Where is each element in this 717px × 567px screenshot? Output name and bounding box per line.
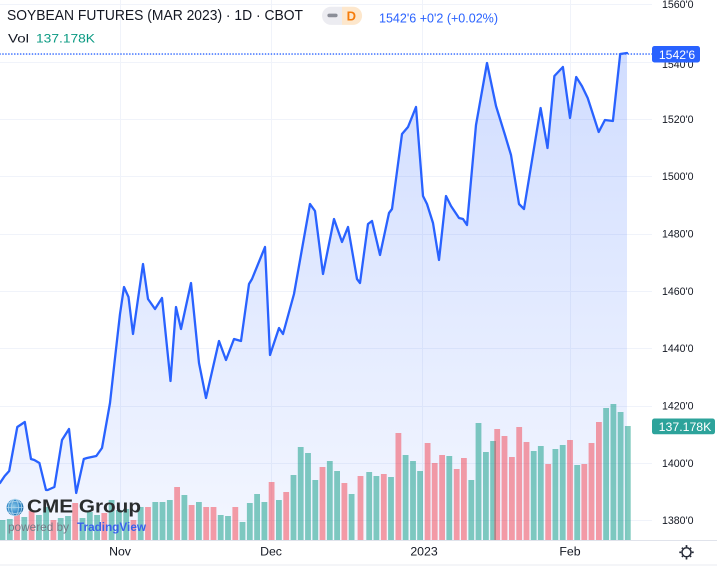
svg-text:1542'6 +0'2 (+0.02%): 1542'6 +0'2 (+0.02%) bbox=[379, 10, 498, 25]
svg-text:Vol: Vol bbox=[8, 32, 29, 46]
svg-text:powered by: powered by bbox=[8, 520, 69, 534]
svg-text:1542'6: 1542'6 bbox=[659, 48, 695, 62]
svg-text:1380'0: 1380'0 bbox=[662, 515, 694, 527]
svg-text:137.178K: 137.178K bbox=[659, 420, 712, 434]
svg-text:2023: 2023 bbox=[410, 545, 438, 559]
svg-text:Nov: Nov bbox=[109, 545, 132, 559]
svg-text:TradingView: TradingView bbox=[77, 520, 146, 534]
svg-text:1440'0: 1440'0 bbox=[662, 343, 694, 355]
svg-text:137.178K: 137.178K bbox=[36, 32, 95, 46]
svg-text:1460'0: 1460'0 bbox=[662, 286, 694, 298]
svg-text:SOYBEAN FUTURES (MAR 2023) · 1: SOYBEAN FUTURES (MAR 2023) · 1D · CBOT bbox=[7, 8, 303, 24]
svg-text:1400'0: 1400'0 bbox=[662, 458, 694, 470]
svg-text:1500'0: 1500'0 bbox=[662, 171, 694, 183]
svg-text:1420'0: 1420'0 bbox=[662, 401, 694, 413]
svg-text:CME Group: CME Group bbox=[27, 497, 141, 517]
svg-text:Feb: Feb bbox=[559, 545, 580, 559]
svg-text:Dec: Dec bbox=[260, 545, 282, 559]
svg-text:D: D bbox=[347, 9, 356, 24]
svg-text:1520'0: 1520'0 bbox=[662, 114, 694, 126]
svg-text:1480'0: 1480'0 bbox=[662, 229, 694, 241]
svg-text:1560'0: 1560'0 bbox=[662, 0, 694, 11]
